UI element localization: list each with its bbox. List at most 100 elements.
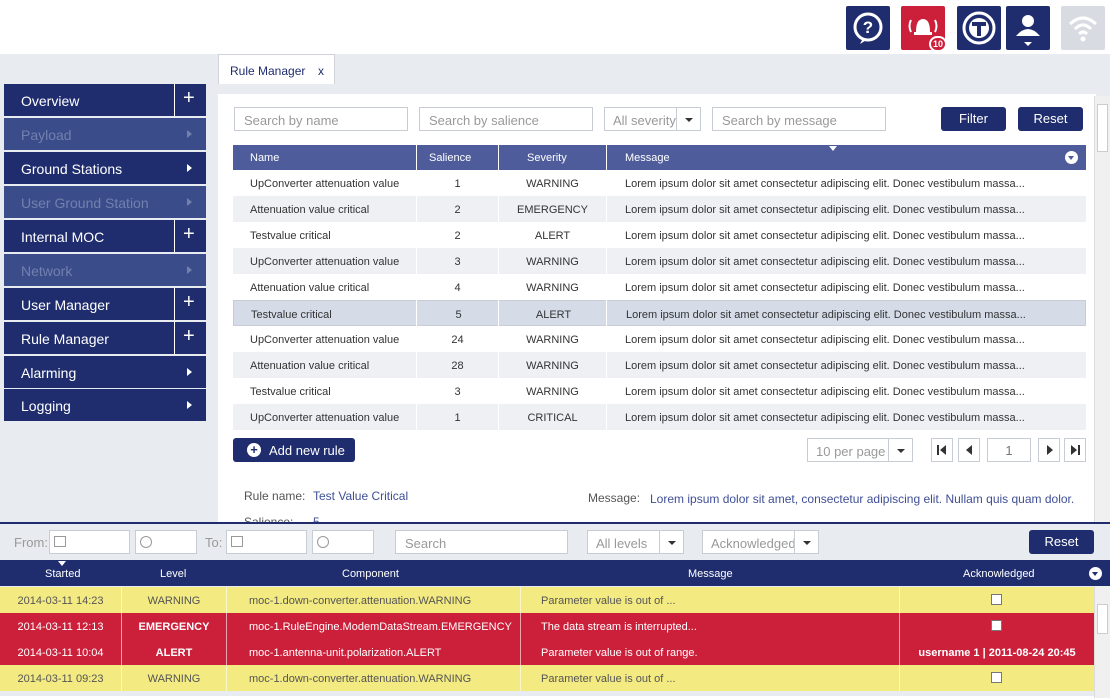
table-row[interactable]: Testvalue critical 2 ALERT Lorem ipsum dolo… (233, 222, 1086, 248)
table-row[interactable]: UpConverter attenuation value 3 WARNING Lor… (233, 248, 1086, 274)
alarm-reset-button[interactable]: Reset (1029, 530, 1094, 554)
table-row[interactable]: Attenuation value critical 2 EMERGENCY Lore… (233, 196, 1086, 222)
network-status-button[interactable] (1061, 6, 1105, 50)
table-row[interactable]: Attenuation value critical 28 WARNING Lorem… (233, 352, 1086, 378)
sidebar-item-ground-stations[interactable]: Ground Stations (4, 152, 206, 184)
search-name-input[interactable]: Search by name (234, 107, 408, 131)
alarm-row[interactable]: 2014-03-11 12:13 EMERGENCY moc-1.RuleEngin… (0, 613, 1108, 639)
column-divider (121, 587, 122, 613)
next-page-button[interactable] (1038, 438, 1060, 462)
cell-message: Parameter value is out of ... (541, 595, 676, 607)
alarm-button[interactable]: 10 (901, 6, 947, 52)
cell-name: UpConverter attenuation value (250, 178, 400, 190)
table-row[interactable]: UpConverter attenuation value 24 WARNING Lo… (233, 326, 1086, 352)
sidebar-item-network[interactable]: Network (4, 254, 206, 286)
acknowledged-select[interactable]: Acknowledged (702, 530, 819, 554)
column-header-message[interactable]: Message (688, 568, 733, 580)
first-page-button[interactable] (931, 438, 953, 462)
cell-salience: 5 (455, 309, 462, 321)
tab-rule-manager[interactable]: Rule Manager x (218, 54, 335, 84)
table-row[interactable]: Testvalue critical 5 ALERT Lorem ipsum dolo… (233, 300, 1086, 326)
calendar-icon (231, 536, 243, 547)
search-salience-input[interactable]: Search by salience (419, 107, 593, 131)
from-time-input[interactable] (135, 530, 197, 554)
cell-name: UpConverter attenuation value (250, 256, 400, 268)
expand-plus-icon[interactable]: + (174, 288, 206, 320)
to-time-input[interactable] (312, 530, 374, 554)
column-header-name[interactable]: Name (250, 152, 280, 164)
levels-select[interactable]: All levels (587, 530, 684, 554)
cell-severity: WARNING (526, 282, 579, 294)
sidebar-item-label: Internal MOC (21, 229, 105, 245)
expand-plus-icon[interactable]: + (174, 220, 206, 252)
sidebar-item-logging[interactable]: Logging (4, 389, 206, 421)
sidebar-item-user-ground-station[interactable]: User Ground Station (4, 186, 206, 218)
tools-button[interactable] (957, 6, 1001, 50)
severity-select[interactable]: All severity (604, 107, 701, 131)
per-page-select[interactable]: 10 per page (807, 438, 913, 462)
cell-message: Parameter value is out of ... (541, 673, 676, 685)
filter-button[interactable]: Filter (941, 107, 1006, 131)
help-button[interactable]: ? (846, 6, 890, 50)
cell-message: Parameter value is out of range. (541, 647, 698, 659)
column-header-level[interactable]: Level (160, 568, 187, 580)
search-message-input[interactable]: Search by message (712, 107, 886, 131)
cell-ack: username 1 | 2011-08-24 20:45 (918, 647, 1076, 659)
cell-level: WARNING (147, 595, 201, 607)
cell-salience: 2 (454, 230, 461, 242)
column-header-component[interactable]: Component (342, 568, 399, 580)
column-divider (899, 613, 900, 639)
last-page-button[interactable] (1064, 438, 1086, 462)
column-divider (520, 587, 521, 613)
table-row[interactable]: Testvalue critical 3 WARNING Lorem ipsum do… (233, 378, 1086, 404)
alarm-row[interactable]: 2014-03-11 14:23 WARNING moc-1.down-conver… (0, 587, 1108, 613)
table-row[interactable]: UpConverter attenuation value 1 WARNING Lor… (233, 170, 1086, 196)
column-header-salience[interactable]: Salience (429, 152, 472, 164)
column-header-acknowledged[interactable]: Acknowledged (963, 568, 1035, 580)
alarm-scrollbar[interactable] (1094, 586, 1110, 698)
salience-value: 5 (313, 515, 320, 522)
plus-circle-icon: + (247, 443, 261, 457)
cell-salience: 1 (454, 178, 461, 190)
sidebar-item-rule-manager[interactable]: Rule Manager + (4, 322, 206, 354)
user-button[interactable] (1006, 6, 1050, 50)
acknowledge-checkbox[interactable] (991, 620, 1002, 631)
sidebar-item-payload[interactable]: Payload (4, 118, 206, 150)
expand-plus-icon[interactable]: + (174, 84, 206, 116)
cell-severity: WARNING (526, 256, 579, 268)
expand-plus-icon[interactable]: + (174, 322, 206, 354)
prev-page-icon (966, 445, 972, 455)
cell-level: EMERGENCY (138, 621, 210, 633)
svg-text:?: ? (863, 18, 873, 37)
column-menu-icon[interactable] (1065, 151, 1078, 164)
alarm-row[interactable]: 2014-03-11 10:04 ALERT moc-1.antenna-unit.… (0, 639, 1108, 665)
column-menu-icon[interactable] (1089, 567, 1102, 580)
sidebar-item-user-manager[interactable]: User Manager + (4, 288, 206, 320)
main-scrollbar[interactable] (1094, 96, 1110, 522)
chevron-right-icon (187, 368, 192, 376)
acknowledge-checkbox[interactable] (991, 594, 1002, 605)
chevron-right-icon (187, 401, 192, 409)
table-row[interactable]: Attenuation value critical 4 WARNING Lorem … (233, 274, 1086, 300)
column-header-severity[interactable]: Severity (527, 152, 567, 164)
from-date-input[interactable] (49, 530, 130, 554)
acknowledge-checkbox[interactable] (991, 672, 1002, 683)
prev-page-button[interactable] (958, 438, 980, 462)
column-header-started[interactable]: Started (45, 568, 81, 580)
page-number-input[interactable]: 1 (987, 438, 1031, 462)
alarm-search-input[interactable]: Search (395, 530, 568, 554)
column-header-message[interactable]: Message (625, 152, 670, 164)
to-date-input[interactable] (226, 530, 307, 554)
sidebar-item-alarming[interactable]: Alarming (4, 356, 206, 388)
sidebar-item-overview[interactable]: Overview + (4, 84, 206, 116)
reset-button[interactable]: Reset (1018, 107, 1083, 131)
alarm-row[interactable]: 2014-03-11 09:23 WARNING moc-1.down-conver… (0, 665, 1108, 691)
cell-name: UpConverter attenuation value (250, 334, 400, 346)
add-new-rule-button[interactable]: + Add new rule (233, 438, 355, 462)
column-divider (226, 587, 227, 613)
sidebar-item-internal-moc[interactable]: Internal MOC + (4, 220, 206, 252)
cell-message: Lorem ipsum dolor sit amet consectetur a… (625, 230, 1025, 242)
chevron-right-icon (187, 266, 192, 274)
table-row[interactable]: UpConverter attenuation value 1 CRITICAL Lo… (233, 404, 1086, 430)
tab-close-icon[interactable]: x (318, 64, 324, 78)
